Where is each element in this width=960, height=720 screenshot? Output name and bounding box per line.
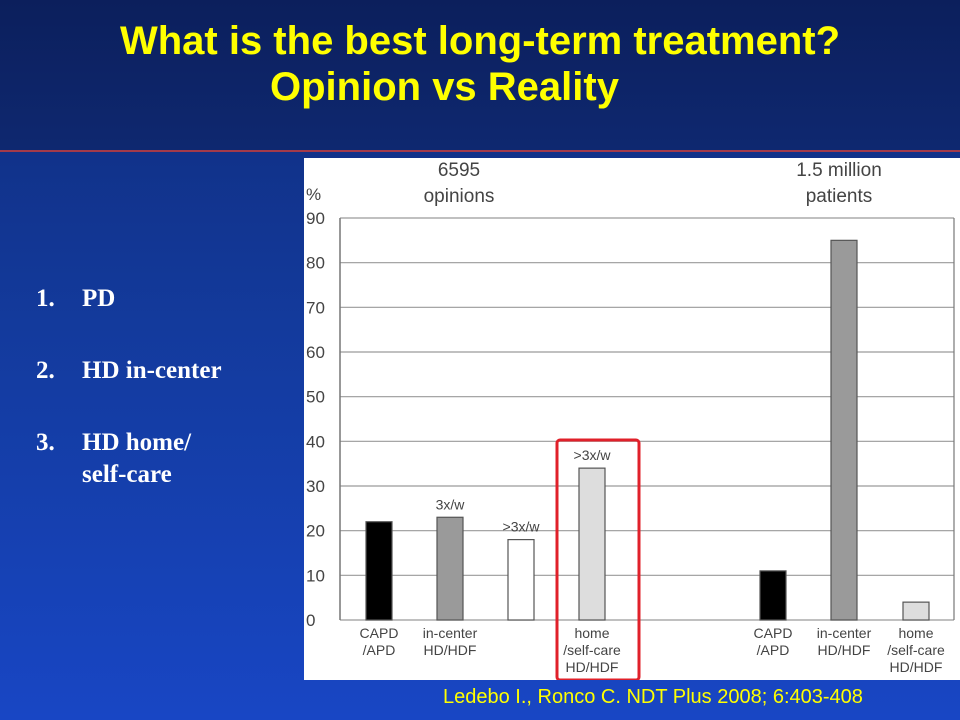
list-text: PD — [82, 285, 116, 312]
x-category-label: HD/HDF — [890, 659, 943, 675]
bar-annotation: >3x/w — [503, 519, 541, 535]
y-tick-label: 90 — [306, 209, 325, 228]
y-tick-label: 20 — [306, 522, 325, 541]
bar — [830, 239, 858, 621]
x-category-label: home — [898, 625, 933, 641]
bar — [578, 467, 606, 621]
x-category-label: in-center — [423, 625, 478, 641]
y-tick-label: 30 — [306, 477, 325, 496]
bar — [436, 516, 464, 621]
y-tick-label: 0 — [306, 611, 315, 630]
title-bar: What is the best long-term treatment? Op… — [0, 0, 960, 152]
bar — [902, 601, 930, 621]
x-category-label: /APD — [363, 642, 396, 658]
chart-panel: % 0 10 20 30 40 50 60 70 80 90 6595 opinions 1.5 mill… — [304, 158, 960, 682]
ranking-list: 1. PD 2. HD in-center 3. HD home/ self-c… — [36, 283, 222, 531]
title-line-1: What is the best long-term treatment? — [119, 19, 841, 63]
group-heading: 6595 — [438, 160, 480, 181]
list-number: 2. — [36, 357, 55, 384]
x-category-label: in-center — [817, 625, 872, 641]
x-category-label: CAPD — [754, 625, 793, 641]
x-category-label: /self-care — [563, 642, 621, 658]
x-category-label: HD/HDF — [566, 659, 619, 675]
list-text: HD in-center — [82, 357, 222, 384]
group-heading: opinions — [424, 186, 495, 207]
citation: Ledebo I., Ronco C. NDT Plus 2008; 6:403… — [443, 686, 863, 708]
bar — [507, 539, 535, 621]
x-category-label: /self-care — [887, 642, 945, 658]
list-text-continued: self-care — [82, 461, 172, 488]
y-tick-label: 80 — [306, 254, 325, 273]
title-line-2: Opinion vs Reality — [270, 65, 619, 109]
bar — [365, 521, 393, 621]
y-tick-label: 40 — [306, 432, 325, 451]
group-heading: 1.5 million — [796, 160, 882, 181]
bar — [759, 570, 787, 621]
bar-annotation: >3x/w — [574, 447, 612, 463]
x-category-label: home — [574, 625, 609, 641]
bar-annotation: 3x/w — [436, 496, 466, 512]
list-text: HD home/ — [82, 429, 192, 456]
list-number: 1. — [36, 285, 55, 312]
list-item: 2. HD in-center — [36, 355, 222, 387]
list-item: 3. HD home/ self-care — [36, 427, 222, 491]
y-tick-label: 50 — [306, 388, 325, 407]
y-tick-label: 70 — [306, 298, 325, 317]
y-axis-label: % — [306, 185, 321, 204]
bar-chart: % 0 10 20 30 40 50 60 70 80 90 6595 opinions 1.5 mill… — [306, 160, 955, 682]
x-category-label: CAPD — [360, 625, 399, 641]
x-category-label: HD/HDF — [424, 642, 477, 658]
list-number: 3. — [36, 429, 55, 456]
x-category-label: /APD — [757, 642, 790, 658]
group-heading: patients — [806, 186, 873, 207]
slide-title: What is the best long-term treatment? Op… — [0, 18, 960, 110]
x-category-label: HD/HDF — [818, 642, 871, 658]
y-tick-label: 10 — [306, 566, 325, 585]
list-item: 1. PD — [36, 283, 222, 315]
y-tick-label: 60 — [306, 343, 325, 362]
